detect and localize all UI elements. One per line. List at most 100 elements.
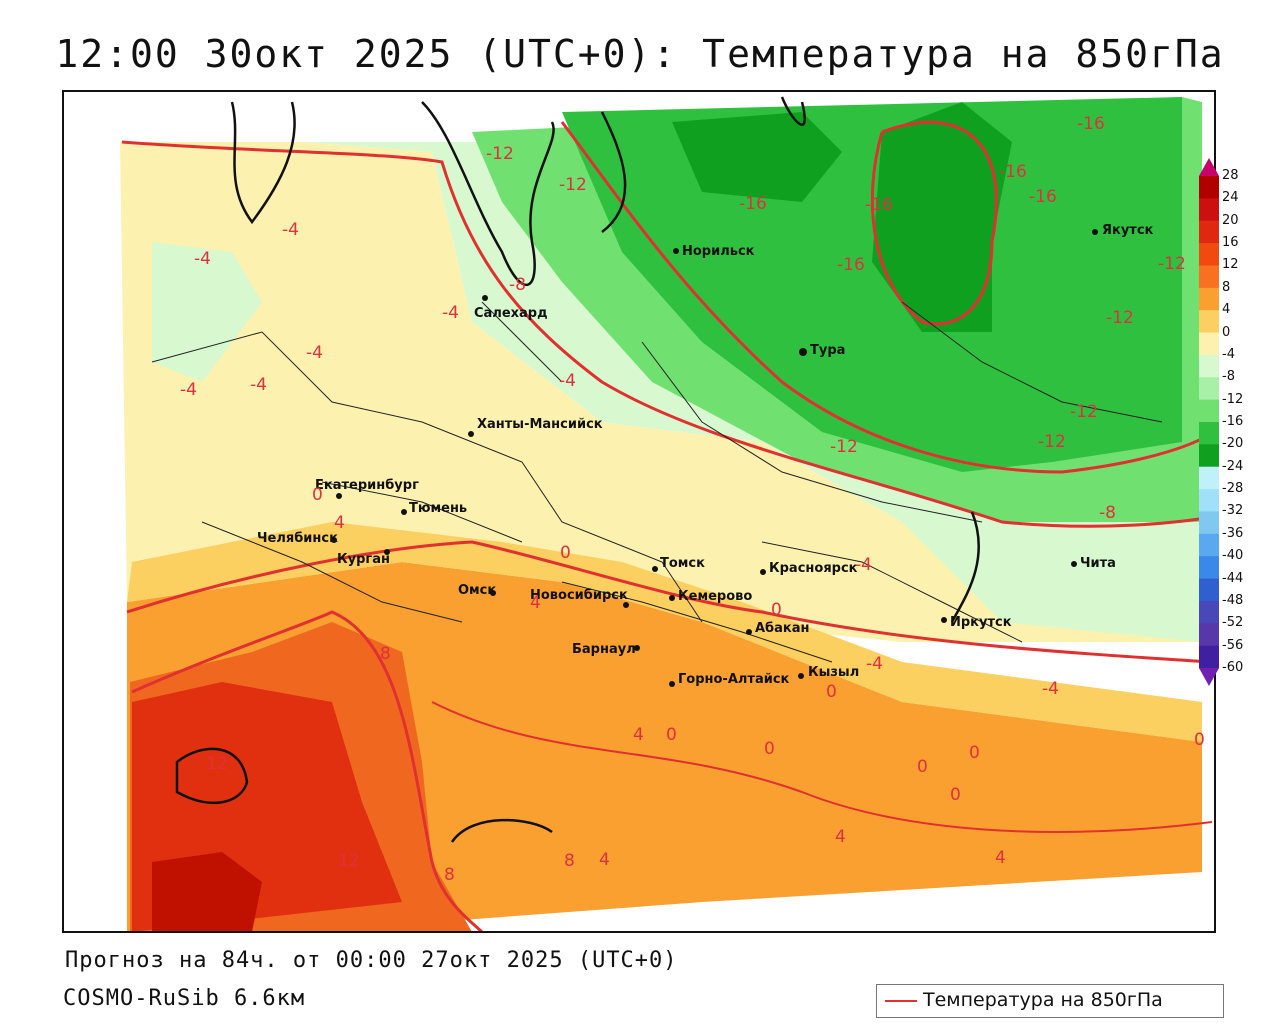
- colorbar-swatch: [1199, 556, 1219, 580]
- city-label: Тура: [810, 343, 845, 358]
- region-orange-belt: [127, 522, 1202, 742]
- isotherm-label: 8: [380, 644, 391, 664]
- colorbar-tick-label: -36: [1222, 525, 1244, 541]
- isotherm-label: -4: [282, 220, 299, 240]
- colorbar-tick-label: -44: [1222, 570, 1244, 586]
- isotherm-label: 0: [666, 725, 677, 745]
- isotherm-label: 0: [1194, 730, 1205, 750]
- isotherm-label: 4: [334, 513, 345, 533]
- isotherm-label: -4: [442, 303, 459, 323]
- colorbar-swatch: [1199, 243, 1219, 266]
- colorbar-tick-label: -20: [1222, 436, 1244, 452]
- city-label: Челябинск: [257, 531, 338, 546]
- isotherm-label: -16: [837, 255, 865, 275]
- colorbar-swatch: [1199, 600, 1219, 624]
- colorbar-swatch: [1199, 332, 1219, 356]
- city-label: Курган: [337, 552, 390, 567]
- colorbar-tick-label: 28: [1222, 168, 1239, 183]
- city-label: Новосибирск: [530, 588, 628, 603]
- isotherm-label: -16: [1077, 114, 1105, 134]
- city-label: Кемерово: [678, 589, 752, 604]
- isotherm-label: 4: [530, 593, 541, 613]
- colorbar-tick-label: -16: [1222, 414, 1244, 429]
- isotherm-label: -12: [1158, 254, 1186, 274]
- isotherm-label: -16: [1029, 187, 1057, 207]
- isotherm-label: 4: [835, 827, 846, 847]
- colorbar-arrow-bottom: [1199, 668, 1219, 686]
- map-canvas: Норильск Якутск Салехард Тура Ханты-Манс…: [120, 96, 1214, 931]
- colorbar-swatch: [1199, 511, 1219, 535]
- city-label: Якутск: [1102, 223, 1154, 238]
- isotherm-label: 0: [560, 543, 571, 563]
- isotherm-label: -12: [1070, 402, 1098, 422]
- city-label: Салехард: [474, 306, 548, 321]
- colorbar-swatch: [1199, 623, 1219, 647]
- colorbar-tick-label: 20: [1222, 212, 1239, 228]
- isotherm-line: [870, 120, 998, 326]
- colorbar-tick-label: -12: [1222, 391, 1244, 407]
- colorbar-swatch: [1199, 578, 1219, 602]
- isotherm-label: 0: [771, 600, 782, 620]
- city-label: Тюмень: [409, 501, 467, 516]
- colorbar-tick-label: -24: [1222, 458, 1244, 474]
- isotherm-label: -16: [739, 194, 767, 214]
- isotherm-label: -4: [559, 371, 576, 391]
- isotherm-label: -4: [250, 375, 267, 395]
- city-label: Ханты-Мансийск: [477, 417, 603, 432]
- isotherm-label: -4: [1042, 679, 1059, 699]
- colorbar-tick-label: -40: [1222, 548, 1244, 564]
- colorbar-swatch: [1199, 489, 1219, 512]
- colorbar-swatch: [1199, 399, 1219, 423]
- isotherm-label: 8: [564, 851, 575, 871]
- city-markers: Норильск Якутск Салехард Тура Ханты-Манс…: [257, 223, 1154, 687]
- colorbar-swatch: [1199, 220, 1219, 244]
- isotherm-label: 0: [826, 682, 837, 702]
- city-label: Кызыл: [808, 665, 859, 680]
- colorbar-swatch: [1199, 265, 1219, 289]
- isotherm-label: -4: [866, 654, 883, 674]
- city-label: Абакан: [755, 621, 810, 636]
- model-name: COSMO-RuSib 6.6км: [63, 986, 306, 1011]
- colorbar-tick-label: -28: [1222, 481, 1244, 497]
- colorbar-tick-label: -52: [1222, 615, 1244, 631]
- city-label: Горно-Алтайск: [678, 672, 790, 687]
- city-label: Томск: [660, 556, 705, 571]
- colorbar-tick-label: -4: [1222, 346, 1235, 362]
- isotherm-label: -16: [999, 162, 1027, 182]
- isotherm-label: -12: [830, 437, 858, 457]
- isotherm-label: 12: [206, 754, 228, 774]
- isotherm-label: 0: [764, 739, 775, 759]
- isotherm-label: -8: [509, 275, 526, 295]
- colorbar-tick-label: 12: [1222, 257, 1239, 273]
- colorbar-tick-label: 16: [1222, 235, 1239, 251]
- region-borders: [151, 301, 1163, 663]
- isotherm-label: 4: [995, 848, 1006, 868]
- colorbar-swatch: [1199, 287, 1219, 311]
- colorbar-swatch: [1199, 310, 1219, 334]
- isotherm-label: -4: [180, 380, 197, 400]
- city-label: Красноярск: [769, 561, 858, 576]
- isotherm-labels: -12 -12 -16 -16 -16 -16 -16 -16 -4 -4 -8…: [180, 114, 1214, 885]
- colorbar-svg: [1199, 158, 1219, 686]
- city-label: Норильск: [682, 244, 755, 259]
- colorbar-tick-label: -8: [1222, 369, 1235, 385]
- region-cold-patch: [672, 112, 842, 202]
- colorbar-tick-label: 4: [1222, 302, 1231, 318]
- colorbar-tick-label: -56: [1222, 637, 1244, 653]
- colorbar-tick-label: -48: [1222, 592, 1244, 608]
- colorbar-swatch: [1199, 198, 1219, 222]
- isotherm-label: -4: [855, 555, 872, 575]
- isotherm-label: -16: [865, 195, 893, 215]
- city-label: Барнаул: [572, 642, 636, 657]
- isotherm-label: -4: [194, 249, 211, 269]
- temperature-map[interactable]: Норильск Якутск Салехард Тура Ханты-Манс…: [62, 90, 1216, 933]
- isotherm-label: 4: [599, 850, 610, 870]
- isotherm-label: -12: [486, 144, 514, 164]
- colorbar-swatch: [1199, 466, 1219, 490]
- colorbar-tick-label: 0: [1222, 324, 1231, 340]
- isotherm-label: -8: [1099, 503, 1116, 523]
- isotherm-label: 8: [444, 865, 455, 885]
- map-title: 12:00 30окт 2025 (UTC+0): Температура на…: [55, 32, 1225, 76]
- isotherm-line: [131, 610, 484, 931]
- forecast-info: Прогноз на 84ч. от 00:00 27окт 2025 (UTC…: [65, 948, 678, 973]
